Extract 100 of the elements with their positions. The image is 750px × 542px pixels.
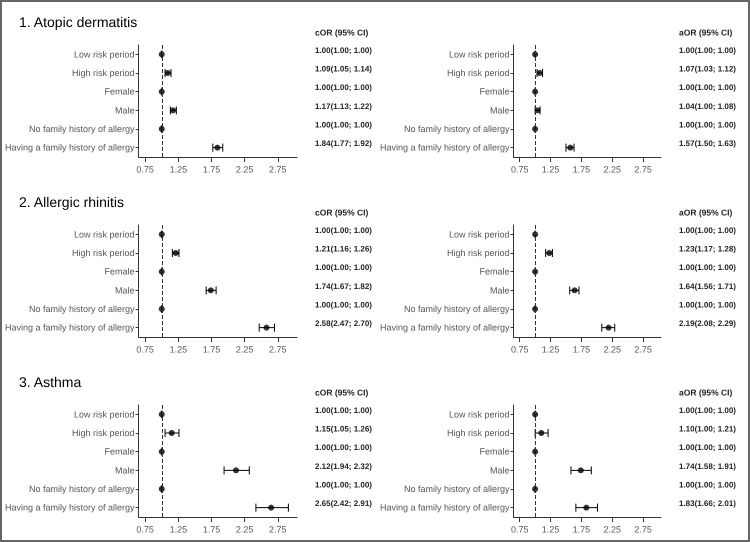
- data-label: 1.09(1.05; 1.14): [315, 64, 372, 74]
- x-tick-label: 1.25: [170, 164, 188, 174]
- x-tick-label: 0.75: [510, 344, 528, 354]
- y-tick-label: Low risk period: [74, 229, 135, 240]
- data-label: 1.74(1.58; 1.91): [679, 462, 736, 471]
- x-tick-label: 2.75: [634, 164, 652, 174]
- text: cOR (95% CI): [315, 208, 369, 218]
- y-tick-label: Female: [104, 86, 135, 97]
- x-tick-label: 2.25: [603, 164, 622, 174]
- y-tick-label: No family history of allergy: [404, 484, 510, 494]
- x-tick-label: 1.25: [170, 344, 188, 354]
- data-label: 2.65(2.42; 2.91): [315, 499, 372, 508]
- data-label: 1.21(1.16; 1.26): [315, 244, 372, 254]
- x-tick-label: 2.75: [269, 164, 287, 174]
- x-tick-label: 1.75: [572, 164, 590, 174]
- data-label: 1.00(1.00; 1.00): [679, 480, 736, 490]
- point: [578, 467, 584, 474]
- y-tick-label: Female: [480, 266, 510, 277]
- data-label: 1.23(1.17; 1.28): [679, 244, 736, 254]
- y-tick-label: Low risk period: [449, 409, 510, 420]
- y-tick-label: Having a family history of allergy: [380, 142, 510, 153]
- x-tick-label: 1.75: [202, 344, 220, 354]
- data-label: 1.00(1.00; 1.00): [315, 226, 372, 235]
- data-label: 1.00(1.00; 1.00): [315, 443, 372, 452]
- x-tick-label: 0.75: [510, 524, 528, 534]
- x-tick-label: 1.75: [572, 524, 590, 534]
- y-tick-label: Male: [115, 285, 135, 296]
- y-tick-label: Having a family history of allergy: [4, 142, 136, 153]
- x-tick-label: 2.25: [603, 344, 622, 354]
- point: [168, 430, 175, 436]
- y-tick-label: Low risk period: [449, 49, 510, 60]
- y-tick-label: High risk period: [72, 68, 135, 78]
- data-label: 2.58(2.47; 2.70): [315, 319, 372, 328]
- y-tick-label: No family history of allergy: [29, 484, 136, 494]
- x-tick-label: 0.75: [136, 344, 154, 354]
- x-tick-label: 0.75: [136, 524, 154, 534]
- x-tick-label: 1.25: [170, 524, 188, 534]
- data-label: 1.83(1.66; 2.01): [679, 499, 736, 508]
- x-tick-label: 2.75: [634, 344, 652, 354]
- x-tick-label: 1.75: [202, 164, 220, 174]
- data-label: 1.00(1.00; 1.00): [679, 300, 736, 310]
- y-tick-label: High risk period: [447, 248, 510, 258]
- y-tick-label: High risk period: [447, 68, 510, 78]
- point: [264, 324, 270, 331]
- y-tick-label: Female: [480, 86, 510, 97]
- x-tick-label: 0.75: [136, 164, 154, 174]
- data-label: 2.12(1.94; 2.32): [315, 462, 372, 471]
- x-tick-label: 0.75: [510, 164, 528, 174]
- y-tick-label: Having a family history of allergy: [4, 502, 136, 513]
- x-tick-label: 2.25: [236, 164, 254, 174]
- text: aOR (95% CI): [679, 208, 733, 218]
- chart-title: 2. Allergic rhinitis: [19, 194, 124, 210]
- x-tick-label: 1.75: [572, 344, 590, 354]
- data-label: 1.17(1.13; 1.22): [315, 102, 372, 111]
- data-label: 1.10(1.00; 1.21): [679, 424, 736, 434]
- x-tick-label: 2.75: [634, 524, 652, 534]
- data-label: 1.07(1.03; 1.12): [679, 64, 736, 74]
- y-tick-label: Having a family history of allergy: [380, 502, 510, 513]
- data-label: 1.00(1.00; 1.00): [315, 300, 372, 310]
- data-label: 1.00(1.00; 1.00): [679, 443, 736, 452]
- text: aOR (95% CI): [679, 388, 733, 398]
- data-label: 1.84(1.77; 1.92): [315, 139, 372, 148]
- data-label: 1.00(1.00; 1.00): [315, 263, 372, 272]
- y-tick-label: High risk period: [72, 248, 135, 258]
- y-tick-label: Male: [490, 465, 510, 476]
- data-label: 1.15(1.05; 1.26): [315, 424, 372, 434]
- y-tick-label: No family history of allergy: [29, 304, 136, 314]
- y-tick-label: Male: [490, 105, 510, 116]
- x-tick-label: 2.75: [269, 344, 287, 354]
- y-tick-label: Low risk period: [449, 229, 510, 240]
- data-label: 1.00(1.00; 1.00): [315, 46, 372, 55]
- x-tick-label: 1.75: [202, 524, 220, 534]
- data-label: 2.19(2.08; 2.29): [679, 319, 736, 328]
- data-label: 1.00(1.00; 1.00): [679, 226, 736, 235]
- data-label: 1.00(1.00; 1.00): [315, 406, 372, 415]
- y-tick-label: No family history of allergy: [404, 304, 510, 314]
- y-tick-label: No family history of allergy: [29, 124, 136, 134]
- x-tick-label: 2.75: [269, 524, 287, 534]
- y-tick-label: Female: [104, 446, 135, 457]
- chart-title: 3. Asthma: [19, 374, 82, 390]
- y-tick-label: No family history of allergy: [404, 124, 510, 134]
- text: cOR (95% CI): [315, 28, 369, 38]
- data-label: 1.00(1.00; 1.00): [679, 83, 736, 92]
- point: [583, 504, 590, 511]
- data-label: 1.74(1.67; 1.82): [315, 282, 372, 291]
- chart-title: 1. Atopic dermatitis: [19, 14, 138, 30]
- x-tick-label: 1.25: [542, 344, 560, 354]
- point: [233, 467, 240, 474]
- x-tick-label: 1.25: [542, 164, 560, 174]
- x-tick-label: 1.25: [542, 524, 560, 534]
- y-tick-label: Male: [490, 285, 510, 296]
- x-tick-label: 2.25: [236, 524, 254, 534]
- data-label: 1.04(1.00; 1.08): [679, 102, 736, 111]
- data-label: 1.00(1.00; 1.00): [315, 120, 372, 130]
- x-tick-label: 2.25: [603, 524, 622, 534]
- y-tick-label: Male: [115, 465, 135, 476]
- data-label: 1.57(1.50; 1.63): [679, 139, 736, 148]
- data-label: 1.00(1.00; 1.00): [679, 120, 736, 130]
- y-tick-label: High risk period: [447, 428, 510, 438]
- y-tick-label: Low risk period: [74, 49, 135, 60]
